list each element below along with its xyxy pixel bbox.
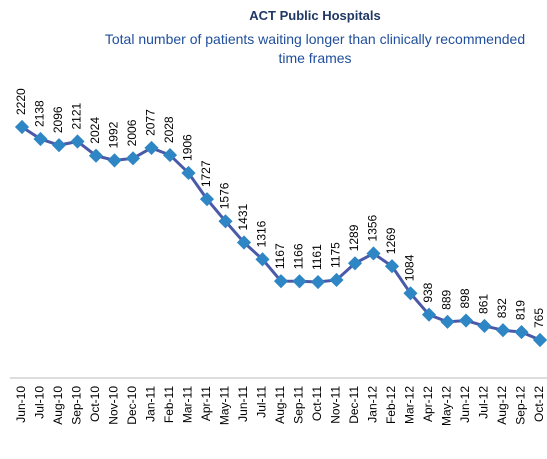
data-label: 1992	[107, 121, 121, 148]
x-tick-label: May-12	[440, 386, 454, 426]
chart-subtitle: Total number of patients waiting longer …	[104, 31, 526, 66]
data-label: 2220	[14, 88, 28, 115]
marker	[310, 274, 326, 290]
x-tick-label: Apr-11	[199, 386, 213, 421]
data-label: 938	[421, 282, 435, 302]
marker	[51, 138, 67, 153]
data-label: 1356	[366, 214, 380, 241]
data-label: 765	[532, 308, 546, 328]
data-label: 2121	[70, 102, 84, 129]
x-tick-label: Jan-12	[366, 386, 380, 423]
data-label: 2024	[88, 117, 102, 144]
data-label: 2138	[33, 100, 47, 127]
x-tick-label: Jul-10	[33, 386, 47, 419]
x-tick-label: Dec-11	[347, 386, 361, 424]
marker	[273, 274, 289, 289]
x-tick-label: Mar-11	[181, 386, 195, 423]
data-label: 2077	[144, 109, 158, 136]
marker	[199, 192, 215, 207]
marker	[218, 214, 233, 229]
marker	[144, 140, 159, 156]
x-tick-label: Nov-10	[107, 386, 121, 425]
marker	[458, 313, 474, 328]
marker	[236, 235, 252, 250]
x-tick-label: Oct-11	[310, 386, 324, 421]
marker	[403, 286, 418, 301]
data-label: 1161	[310, 244, 324, 270]
marker	[181, 165, 196, 181]
x-tick-label: Aug-12	[495, 386, 509, 425]
marker	[329, 272, 344, 288]
marker	[255, 252, 270, 267]
x-tick-label: Jan-11	[144, 386, 158, 422]
data-label: 2096	[51, 106, 65, 133]
marker	[125, 151, 141, 166]
x-tick-label: Nov-11	[329, 386, 343, 424]
x-tick-label: Feb-11	[162, 386, 176, 423]
data-label: 1289	[347, 224, 361, 251]
x-tick-label: Oct-12	[532, 386, 546, 422]
x-tick-label: Jul-12	[477, 386, 491, 419]
x-tick-label: Aug-10	[51, 386, 65, 425]
x-tick-label: Jul-11	[255, 386, 269, 418]
data-label: 1175	[329, 242, 343, 268]
x-tick-label: Feb-12	[384, 386, 398, 424]
subtitle-box: Total number of patients waiting longer …	[104, 31, 526, 66]
data-label: 1269	[384, 227, 398, 254]
x-tick-label: Sep-12	[514, 386, 528, 425]
x-tick-label: Dec-10	[125, 386, 139, 425]
marker	[495, 323, 511, 338]
marker	[384, 259, 400, 274]
data-label: 1316	[255, 220, 269, 247]
data-label: 1727	[199, 160, 213, 187]
x-tick-label: Aug-11	[273, 386, 287, 424]
x-tick-label: Jun-12	[458, 386, 472, 423]
x-tick-label: Sep-11	[292, 386, 306, 424]
marker	[532, 332, 547, 348]
data-label: 2028	[162, 116, 176, 143]
marker	[366, 246, 381, 261]
x-tick-label: Oct-10	[88, 386, 102, 422]
marker	[477, 318, 492, 334]
data-label: 1167	[273, 243, 287, 269]
data-label: 1431	[236, 203, 250, 230]
x-tick-label: Mar-12	[403, 386, 417, 424]
marker	[440, 314, 455, 329]
data-label: 1576	[218, 182, 232, 209]
marker	[292, 274, 307, 289]
data-label: 832	[495, 298, 509, 318]
marker	[162, 148, 178, 163]
data-label: 1166	[292, 243, 306, 269]
marker	[421, 307, 437, 322]
marker	[347, 256, 363, 271]
data-label: 2006	[125, 119, 139, 146]
x-tick-label: Sep-10	[70, 386, 84, 425]
data-label: 1084	[403, 254, 417, 281]
data-label: 889	[440, 289, 454, 309]
x-tick-label: Apr-12	[421, 386, 435, 422]
x-tick-label: Jun-11	[236, 386, 250, 422]
x-tick-label: May-11	[218, 386, 232, 425]
data-label: 861	[477, 294, 491, 314]
data-label: 898	[458, 288, 472, 308]
data-label: 819	[514, 300, 528, 320]
chart-title: ACT Public Hospitals	[249, 8, 380, 23]
x-tick-label: Jun-10	[14, 386, 28, 423]
marker	[107, 153, 122, 168]
marker	[514, 325, 529, 340]
data-label: 1906	[181, 134, 195, 161]
